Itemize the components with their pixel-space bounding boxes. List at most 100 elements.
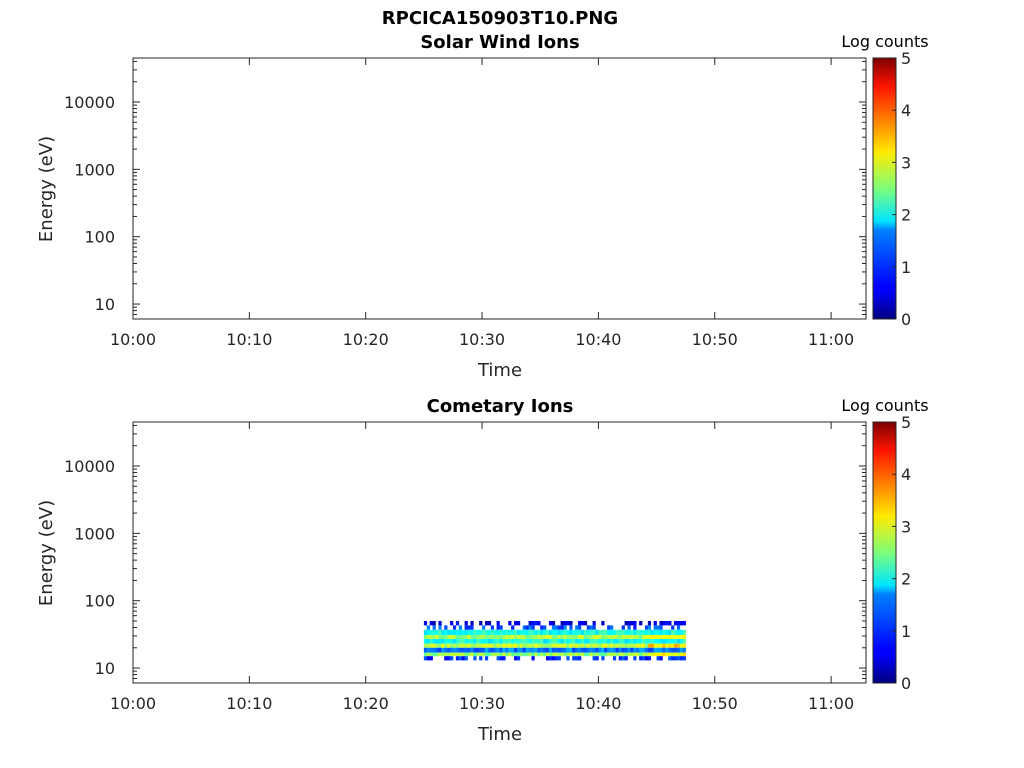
heatmap-cell (671, 647, 675, 653)
heatmap-cell (514, 643, 518, 648)
heatmap-cell (551, 656, 556, 661)
y-tick-label: 10000 (64, 457, 115, 476)
heatmap-cell (572, 639, 576, 644)
heatmap-cell (572, 629, 576, 635)
heatmap-cell (592, 625, 596, 630)
heatmap-cell (580, 639, 585, 644)
heatmap-cell (682, 639, 686, 644)
heatmap-cell (633, 639, 637, 644)
heatmap-cell (592, 629, 596, 635)
heatmap-cell (531, 639, 535, 644)
heatmap-cell (528, 652, 532, 657)
heatmap-cell (514, 639, 518, 644)
heatmap-cell (423, 629, 428, 635)
heatmap-cell (455, 639, 460, 644)
heatmap-cell (633, 647, 637, 653)
heatmap-cell (426, 652, 430, 657)
heatmap-cell (447, 656, 451, 661)
heatmap-cell (496, 656, 500, 661)
heatmap-cell (583, 647, 588, 653)
heatmap-cell (450, 643, 454, 648)
heatmap-cell (528, 625, 532, 630)
heatmap-cell (569, 620, 573, 626)
heatmap-cell (479, 634, 483, 640)
heatmap-cell (595, 656, 599, 661)
heatmap-cell (447, 647, 451, 653)
heatmap-cell (546, 634, 550, 640)
heatmap-cell (627, 620, 631, 626)
heatmap-cell (624, 656, 628, 661)
heatmap-cell (618, 647, 622, 653)
heatmap-cell (546, 643, 550, 648)
heatmap-cell (432, 629, 436, 635)
heatmap-cell (554, 647, 558, 653)
heatmap-cell (551, 620, 556, 626)
heatmap-cell (592, 647, 596, 653)
heatmap-cell (662, 652, 666, 657)
heatmap-cell (528, 643, 532, 648)
heatmap-cell (639, 643, 643, 648)
heatmap-cell (508, 620, 512, 626)
heatmap-cell (601, 634, 605, 640)
heatmap-cell (647, 620, 652, 626)
heatmap-cell (499, 643, 503, 648)
heatmap-cell (665, 643, 669, 648)
heatmap-cell (560, 620, 564, 626)
heatmap-cell (546, 656, 550, 661)
heatmap-cell (438, 634, 442, 640)
heatmap-cell (598, 647, 602, 653)
heatmap-cell (662, 634, 666, 640)
heatmap-cell (464, 656, 468, 661)
heatmap-cell (531, 629, 535, 635)
heatmap-cell (487, 647, 492, 653)
heatmap-cell (473, 634, 477, 640)
heatmap-cell (668, 643, 672, 648)
heatmap-cell (444, 625, 448, 630)
heatmap-cell (656, 625, 660, 630)
heatmap-cell (674, 634, 678, 640)
heatmap-cell (452, 639, 457, 644)
colorbar-ticks: 0 1 2 3 4 5 (892, 49, 911, 329)
heatmap-cell (511, 652, 515, 657)
heatmap-cell (636, 652, 640, 657)
heatmap-cell (595, 634, 599, 640)
heatmap-cell (665, 647, 669, 653)
heatmap-cell (551, 634, 556, 640)
heatmap-cell (554, 629, 558, 635)
heatmap-cell (514, 652, 518, 657)
heatmap-cell (621, 656, 625, 661)
heatmap-cell (516, 652, 521, 657)
heatmap-cell (557, 629, 561, 635)
heatmap-cell (679, 620, 684, 626)
heatmap-cell (426, 634, 430, 640)
heatmap-cell (543, 652, 547, 657)
heatmap-cell (601, 629, 605, 635)
heatmap-cell (650, 639, 654, 644)
heatmap-cell (444, 647, 448, 653)
y-tick-label: 10000 (64, 93, 115, 112)
heatmap-cell (575, 634, 579, 640)
heatmap-cell (548, 656, 553, 661)
x-tick-label: 10:10 (226, 694, 272, 713)
heatmap-cell (452, 629, 457, 635)
heatmap-cell (618, 629, 622, 635)
heatmap-cell (589, 625, 593, 630)
x-tick-label: 11:00 (808, 694, 854, 713)
heatmap-cell (636, 634, 640, 640)
heatmap-cell (621, 625, 625, 630)
heatmap-cell (444, 629, 448, 635)
heatmap-cell (642, 652, 646, 657)
heatmap-cell (516, 656, 521, 661)
heatmap-cell (487, 639, 492, 644)
heatmap-cell (676, 620, 681, 626)
heatmap-cell (490, 643, 494, 648)
heatmap-cell (435, 652, 439, 657)
heatmap-cell (528, 639, 532, 644)
heatmap-cell (423, 643, 428, 648)
heatmap-cell (589, 639, 593, 644)
heatmap-cell (647, 639, 652, 644)
heatmap-cell (615, 647, 620, 653)
heatmap-cell (528, 629, 532, 635)
heatmap-cell (644, 634, 649, 640)
heatmap-cell (659, 647, 663, 653)
